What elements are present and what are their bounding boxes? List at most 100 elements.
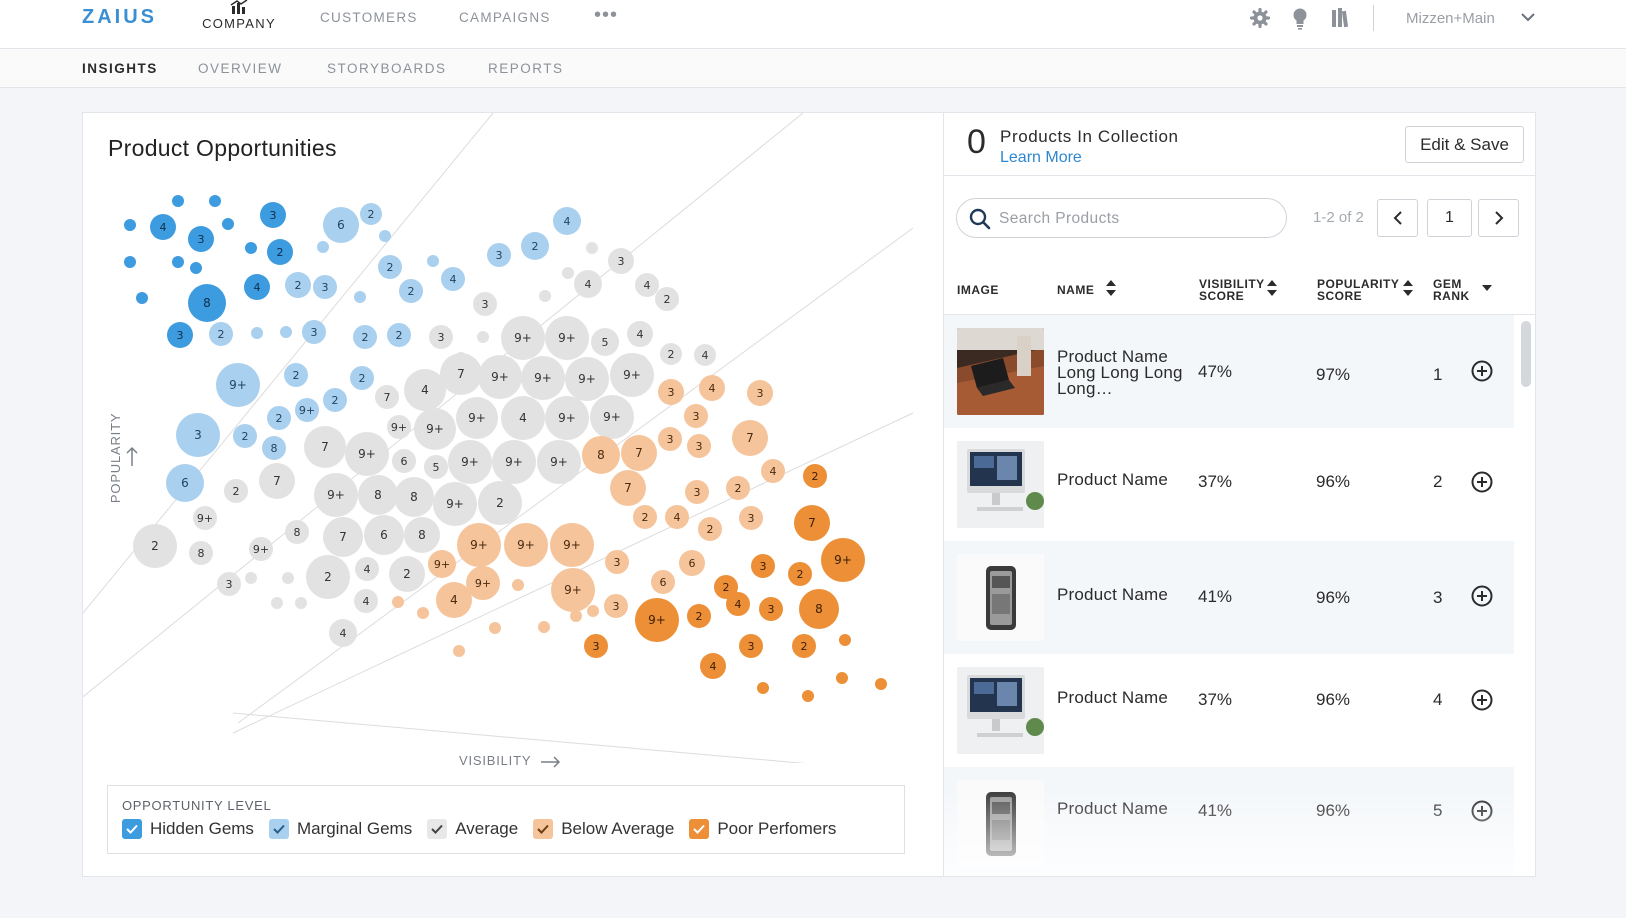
bubble[interactable]: 9+ [249,537,273,561]
sort-icon[interactable] [1402,279,1414,297]
bubble[interactable] [271,597,283,609]
bubble[interactable]: 3 [687,434,711,458]
bubble[interactable]: 2 [323,388,347,412]
bubble[interactable]: 2 [360,203,382,225]
bubble[interactable] [282,572,294,584]
col-name[interactable]: NAME [1057,283,1095,297]
next-page-button[interactable] [1478,199,1519,237]
tab-storyboards[interactable]: STORYBOARDS [327,61,447,76]
bubble[interactable]: 3 [685,480,709,504]
bubble[interactable]: 3 [739,506,763,530]
add-circle-icon[interactable] [1471,800,1493,822]
table-row[interactable]: Product Name Long Long Long Long… 47% 97… [944,315,1514,428]
bubble[interactable]: 6 [651,570,675,594]
bubble[interactable]: 8 [394,477,434,517]
bubble[interactable]: 4 [436,582,472,618]
bubble[interactable]: 9+ [590,395,634,439]
bubble[interactable] [417,607,429,619]
bubble[interactable]: 4 [404,369,446,411]
bubble[interactable]: 3 [313,275,337,299]
bubble[interactable]: 7 [375,385,399,409]
bubble[interactable] [354,291,366,303]
bubble[interactable]: 2 [714,575,738,599]
lightbulb-icon[interactable] [1292,8,1308,30]
nav-company[interactable]: COMPANY [197,0,281,31]
bubble[interactable]: 2 [350,366,374,390]
bubble[interactable]: 9+ [448,440,492,484]
legend-average[interactable]: Average [427,819,518,839]
bubble[interactable]: 3 [429,325,453,349]
bubble[interactable]: 4 [355,557,379,581]
bubble[interactable]: 2 [687,604,711,628]
bubble[interactable] [172,195,184,207]
bubble[interactable]: 2 [224,479,248,503]
edit-save-button[interactable]: Edit & Save [1405,126,1524,163]
bubble[interactable] [379,230,391,242]
bubble[interactable]: 3 [217,572,241,596]
bubble[interactable]: 9+ [387,415,411,439]
bubble[interactable]: 2 [267,406,291,430]
legend-hidden-gems[interactable]: Hidden Gems [122,819,254,839]
bubble[interactable]: 3 [260,202,286,228]
nav-customers[interactable]: CUSTOMERS [320,10,418,25]
bubble[interactable]: 8 [799,589,839,629]
checkbox-marginal-gems[interactable] [268,819,289,839]
add-circle-icon[interactable] [1471,585,1493,607]
bubble[interactable]: 4 [699,375,725,401]
table-row[interactable]: Product Name 41% 96% 5 [944,767,1514,876]
bubble[interactable]: 3 [608,248,634,274]
checkbox-average[interactable] [427,819,448,839]
bubble[interactable]: 9+ [504,523,548,567]
tab-insights[interactable]: INSIGHTS [82,61,158,76]
bubble[interactable] [136,292,148,304]
bubble[interactable]: 9+ [565,357,609,401]
bubble[interactable]: 3 [747,380,773,406]
bubble[interactable]: 3 [188,226,214,252]
legend-poor-performers[interactable]: Poor Perfomers [689,819,836,839]
bubble[interactable] [587,605,599,617]
bubble[interactable]: 2 [233,424,257,448]
page-number-input[interactable]: 1 [1427,199,1472,237]
bubble[interactable]: 9+ [551,568,595,612]
bubble[interactable]: 6 [323,207,359,243]
bubble[interactable] [453,645,465,657]
bubble[interactable]: 2 [655,287,679,311]
bubble[interactable]: 2 [660,343,682,365]
learn-more-link[interactable]: Learn More [1000,149,1082,166]
bubble[interactable] [570,610,582,622]
product-name[interactable]: Product Name [1057,470,1169,489]
bubble[interactable]: 5 [424,455,448,479]
bubble[interactable] [392,596,404,608]
bubble[interactable]: 9+ [537,440,581,484]
library-icon[interactable] [1331,8,1349,28]
bubble[interactable]: 6 [679,550,705,576]
bubble[interactable]: 2 [633,505,657,529]
product-name[interactable]: Product Name [1057,585,1169,604]
bubble[interactable]: 3 [751,554,775,578]
bubble[interactable] [427,255,439,267]
bubble[interactable]: 7 [440,353,482,395]
bubble[interactable]: 4 [150,214,176,240]
bubble[interactable]: 9+ [457,523,501,567]
bubble[interactable]: 2 [803,464,827,488]
bubble[interactable] [538,621,550,633]
product-name[interactable]: Product Name [1057,688,1169,707]
more-icon[interactable]: ••• [594,4,619,26]
bubble[interactable]: 9+ [521,356,565,400]
bubble[interactable] [280,326,292,338]
bubble[interactable] [586,242,598,254]
bubble[interactable] [295,597,307,609]
tab-reports[interactable]: REPORTS [488,61,564,76]
bubble[interactable]: 4 [501,396,545,440]
sort-icon[interactable] [1266,279,1278,297]
checkbox-hidden-gems[interactable] [122,819,142,839]
bubble[interactable]: 3 [658,379,684,405]
add-circle-icon[interactable] [1471,689,1493,711]
bubble[interactable]: 8 [189,541,213,565]
bubble[interactable]: 9+ [216,363,260,407]
bubble[interactable] [477,331,489,343]
bubble[interactable]: 5 [591,328,619,356]
col-popularity[interactable]: POPULARITY SCORE [1317,278,1399,302]
bubble[interactable]: 2 [792,634,816,658]
bubble[interactable] [757,682,769,694]
